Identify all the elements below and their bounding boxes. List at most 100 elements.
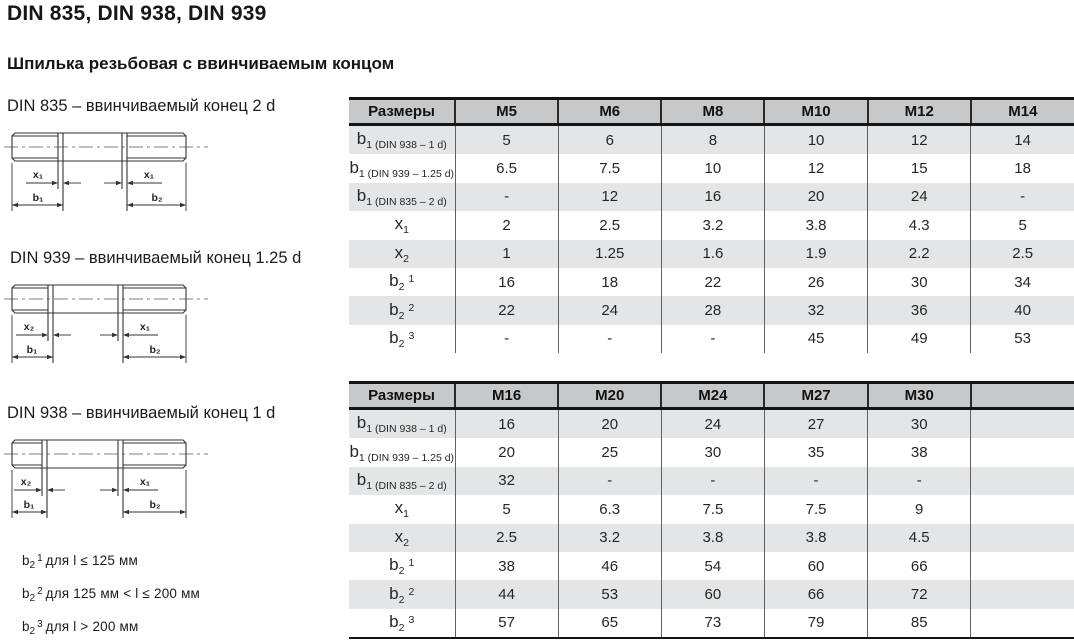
table-cell: 2.5 — [455, 523, 559, 552]
dimensions-table-m5-m14: Размеры M5 M6 M8 M10 M12 M14 b1 (DIN 938 – 1 d)… — [349, 97, 1074, 354]
table-cell: 85 — [867, 608, 972, 639]
dim-label-b1: b₁ — [27, 344, 38, 356]
dim-label-x-right: x₁ — [140, 476, 150, 488]
table-cell: 12 — [764, 154, 869, 183]
table-cell: 14 — [970, 124, 1074, 155]
table-cell: 4.5 — [867, 523, 972, 552]
footnote-text: для 125 мм < l ≤ 200 мм — [45, 586, 201, 601]
column-header: M8 — [661, 98, 766, 126]
diagram-din939-label: DIN 939 – ввинчиваемый конец 1.25 d — [10, 249, 302, 267]
row-label: b1 (DIN 939 – 1.25 d) — [349, 438, 456, 467]
dimensions-table-m16-m30: Размеры M16 M20 M24 M27 M30 b1 (DIN 938 – 1 d)… — [349, 381, 1074, 640]
table-cell: 22 — [661, 267, 765, 297]
stud-body — [11, 284, 187, 363]
table-cell: - — [558, 324, 662, 354]
table-row: x2 1 1.25 1.6 1.9 2.2 2.5 — [349, 239, 1074, 268]
table-cell: - — [661, 324, 765, 354]
table-cell: 28 — [661, 296, 765, 325]
table-cell: - — [661, 466, 765, 496]
table-row: b1 (DIN 938 – 1 d) 5 6 8 10 12 14 — [349, 124, 1074, 155]
table-cell: 49 — [867, 324, 972, 354]
table-cell: 1 — [455, 239, 559, 268]
table-cell — [970, 466, 1074, 496]
table-cell: 10 — [661, 154, 765, 183]
column-header: M27 — [764, 382, 869, 410]
table-cell: 60 — [764, 551, 869, 581]
footnote-text: для l ≤ 125 мм — [45, 553, 139, 568]
table-cell — [970, 495, 1074, 524]
din-835-drawing: x₁ x₁ b₁ b₂ — [4, 132, 208, 211]
column-header: Размеры — [349, 382, 456, 410]
table-row: b1 (DIN 939 – 1.25 d) 6.5 7.5 10 12 15 18 — [349, 154, 1074, 183]
table-cell: 53 — [970, 324, 1074, 354]
table-cell: 53 — [558, 580, 662, 609]
row-label: b22 — [349, 580, 456, 609]
column-header: M20 — [558, 382, 663, 410]
table-cell — [970, 608, 1074, 639]
table-cell: 7.5 — [661, 495, 765, 524]
table-row: x2 2.5 3.2 3.8 3.8 4.5 — [349, 523, 1074, 552]
table-cell: 4.3 — [867, 211, 972, 240]
table-cell: 20 — [764, 182, 869, 212]
row-label: x1 — [349, 495, 456, 524]
din-939-drawing: x₂ x₁ b₁ b₂ — [4, 284, 208, 363]
row-label: b23 — [349, 608, 456, 639]
table-cell: 66 — [764, 580, 869, 609]
table-cell: 6.5 — [455, 154, 559, 183]
row-label: x2 — [349, 239, 456, 268]
dim-label-x-left: x₁ — [33, 169, 43, 181]
dim-label-b1: b₁ — [33, 192, 44, 204]
table-cell — [970, 580, 1074, 609]
table-cell: 3.2 — [558, 523, 662, 552]
row-label: b21 — [349, 551, 456, 581]
table-cell: 32 — [455, 466, 559, 496]
page-title: DIN 835, DIN 938, DIN 939 — [7, 2, 267, 25]
table-row: b1 (DIN 938 – 1 d) 16 20 24 27 30 — [349, 408, 1074, 439]
table-cell: 66 — [867, 551, 972, 581]
table-cell: 73 — [661, 608, 765, 639]
footnote-text: для l > 200 мм — [45, 619, 139, 634]
table-row: b1 (DIN 939 – 1.25 d) 20 25 30 35 38 — [349, 438, 1074, 467]
table-row: b23 57 65 73 79 85 — [349, 608, 1074, 639]
column-header: M12 — [867, 98, 972, 126]
table-cell: 12 — [867, 124, 972, 155]
dim-label-x-right: x₁ — [140, 321, 150, 333]
table-cell: 16 — [661, 182, 765, 212]
table-cell: 2.5 — [558, 211, 662, 240]
table-cell: 45 — [764, 324, 869, 354]
row-label: x2 — [349, 523, 456, 552]
page-subtitle: Шпилька резьбовая с ввинчиваемым концом — [7, 54, 395, 73]
table-row: b1 (DIN 835 – 2 d) -12 16 20 24- — [349, 182, 1074, 212]
column-header: M14 — [970, 98, 1074, 126]
column-header: M10 — [764, 98, 869, 126]
table-row: b22 22 24 28 32 36 40 — [349, 296, 1074, 325]
row-label: b23 — [349, 324, 456, 354]
table-row: b22 44 53 60 66 72 — [349, 580, 1074, 609]
footnote-b2-1: b21 для l ≤ 125 мм — [22, 553, 139, 571]
table-cell: 7.5 — [764, 495, 869, 524]
table-cell: 79 — [764, 608, 869, 639]
table-row: b1 (DIN 835 – 2 d) 32- - - - — [349, 466, 1074, 496]
table-cell: 24 — [558, 296, 662, 325]
footnote-symbol: b — [22, 553, 30, 568]
row-label: b1 (DIN 835 – 2 d) — [349, 466, 456, 496]
dim-label-x-right: x₁ — [144, 169, 154, 181]
table-cell: 20 — [558, 408, 662, 439]
table-cell: 65 — [558, 608, 662, 639]
table-cell — [970, 523, 1074, 552]
table-cell: 3.8 — [661, 523, 765, 552]
diagram-din938-label: DIN 938 – ввинчиваемый конец 1 d — [7, 404, 276, 422]
row-label: b1 (DIN 938 – 1 d) — [349, 124, 456, 155]
din-938-drawing: x₂ x₁ b₁ b₂ — [4, 439, 208, 518]
table-cell — [970, 408, 1074, 439]
table-cell: 30 — [661, 438, 765, 467]
diagram-din835-label: DIN 835 – ввинчиваемый конец 2 d — [7, 97, 276, 115]
column-header: M16 — [455, 382, 560, 410]
table-cell: 26 — [764, 267, 869, 297]
dim-label-b2: b₂ — [149, 344, 160, 356]
dim-label-x-left: x₂ — [21, 476, 32, 488]
table-cell: 40 — [970, 296, 1074, 325]
table-cell: 1.9 — [764, 239, 869, 268]
row-label: b1 (DIN 939 – 1.25 d) — [349, 154, 456, 183]
